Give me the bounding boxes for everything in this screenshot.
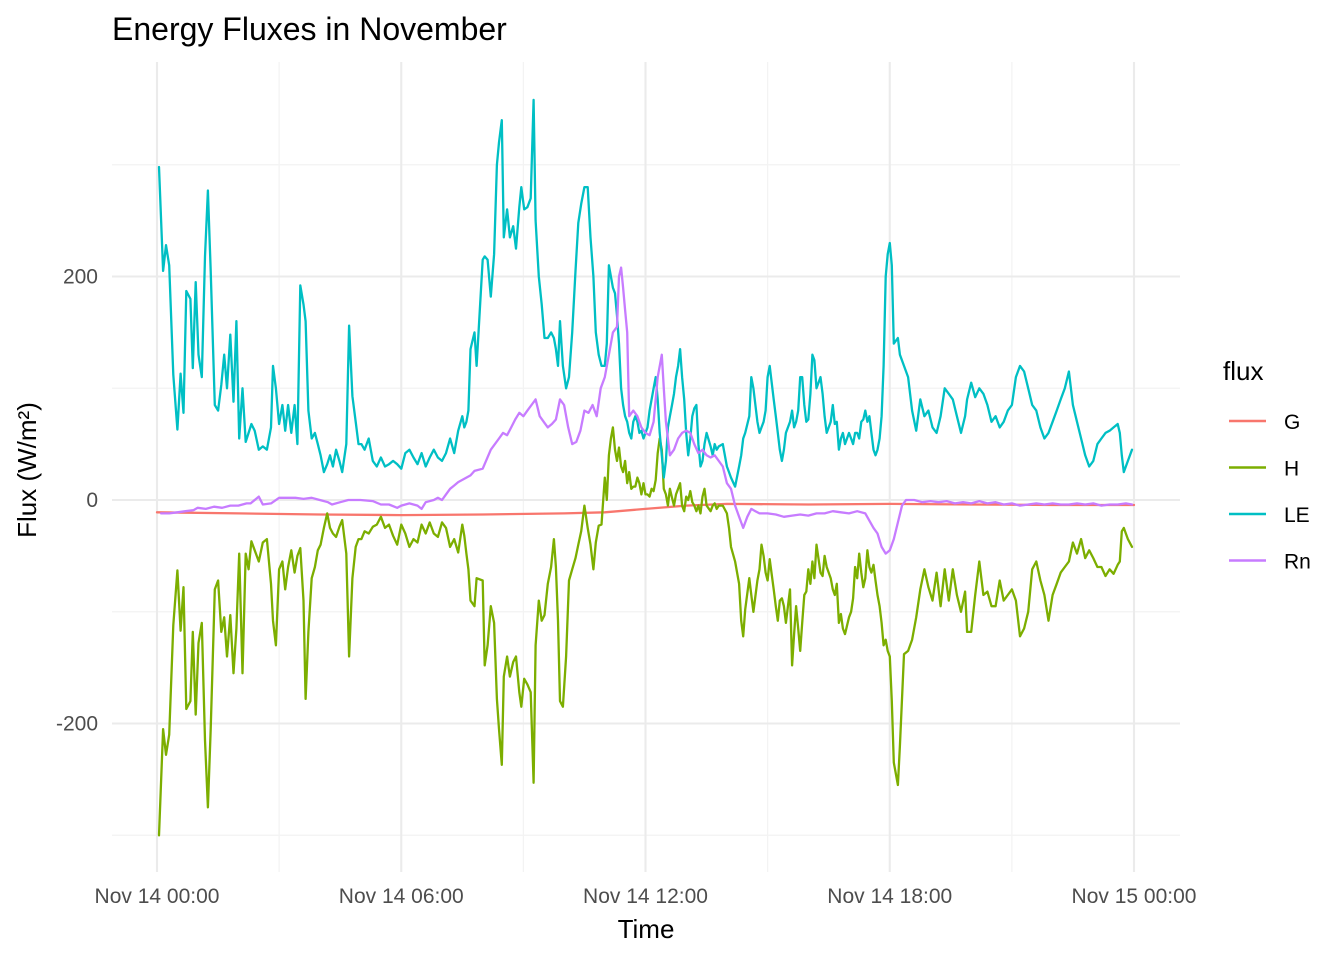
chart-title: Energy Fluxes in November: [112, 11, 507, 47]
y-axis-title: Flux (W/m²): [12, 402, 42, 538]
series-layer: [155, 98, 1136, 837]
x-tick-label: Nov 14 18:00: [827, 885, 952, 908]
legend-label-le: LE: [1284, 504, 1310, 527]
x-tick-label: Nov 14 06:00: [339, 885, 464, 908]
series-line-g: [155, 502, 1136, 517]
legend-title: flux: [1223, 356, 1263, 386]
grid: [112, 62, 1180, 872]
tick-labels: Nov 14 00:00 Nov 14 06:00 Nov 14 12:00 Nov …: [56, 266, 1197, 909]
legend-label-g: G: [1284, 411, 1300, 434]
y-tick-label: -200: [56, 713, 98, 736]
x-axis-title: Time: [618, 914, 675, 944]
legend-label-rn: Rn: [1284, 551, 1311, 574]
legend: G H LE Rn: [1229, 411, 1311, 574]
series-line-le: [157, 98, 1134, 488]
x-tick-label: Nov 15 00:00: [1072, 885, 1197, 908]
x-tick-label: Nov 14 12:00: [583, 885, 708, 908]
series-line-rn: [159, 266, 1134, 555]
legend-label-h: H: [1284, 458, 1299, 481]
y-tick-label: 200: [63, 266, 98, 289]
series-line-h: [157, 426, 1134, 837]
y-tick-label: 0: [86, 489, 98, 512]
x-tick-label: Nov 14 00:00: [95, 885, 220, 908]
